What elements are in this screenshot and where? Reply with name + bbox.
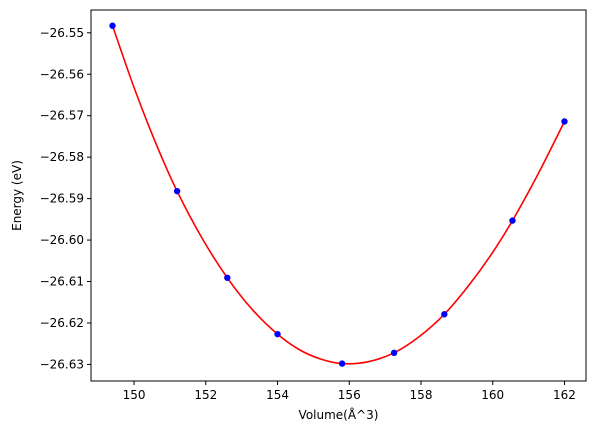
x-tick-label: 154: [266, 388, 289, 402]
x-tick-label: 162: [553, 388, 576, 402]
x-tick-label: 160: [481, 388, 504, 402]
data-point: [109, 22, 116, 29]
data-point: [441, 311, 448, 318]
y-tick-label: −26.60: [40, 233, 84, 247]
x-tick-label: 150: [123, 388, 146, 402]
y-tick-label: −26.55: [40, 26, 84, 40]
y-axis-label: Energy (eV): [10, 160, 24, 231]
y-tick-label: −26.61: [40, 275, 84, 289]
data-point: [224, 274, 231, 281]
y-tick-label: −26.58: [40, 150, 84, 164]
data-point: [561, 118, 568, 125]
y-tick-label: −26.57: [40, 109, 84, 123]
fit-curve: [111, 25, 566, 365]
x-axis-label: Volume(Å^3): [299, 407, 379, 422]
x-tick-label: 152: [194, 388, 217, 402]
data-point: [338, 360, 346, 367]
y-tick-label: −26.63: [40, 357, 84, 371]
fit-curve-layer: [111, 25, 566, 365]
x-tick-label: 158: [410, 388, 433, 402]
data-points-layer: [109, 22, 568, 367]
plot-frame: [90, 9, 587, 382]
data-point: [509, 217, 516, 224]
y-tick-label: −26.62: [40, 316, 84, 330]
x-axis: 150 152 154 156 158 160 162: [123, 381, 576, 402]
y-tick-label: −26.59: [40, 192, 84, 206]
data-point: [390, 349, 398, 357]
data-point: [173, 187, 181, 195]
x-tick-label: 156: [338, 388, 361, 402]
data-point: [274, 330, 281, 338]
y-axis: −26.55 −26.56 −26.57 −26.58 −26.59 −26.60 −26.…: [40, 26, 91, 371]
y-tick-label: −26.56: [40, 67, 84, 81]
plot-area: [90, 9, 587, 382]
